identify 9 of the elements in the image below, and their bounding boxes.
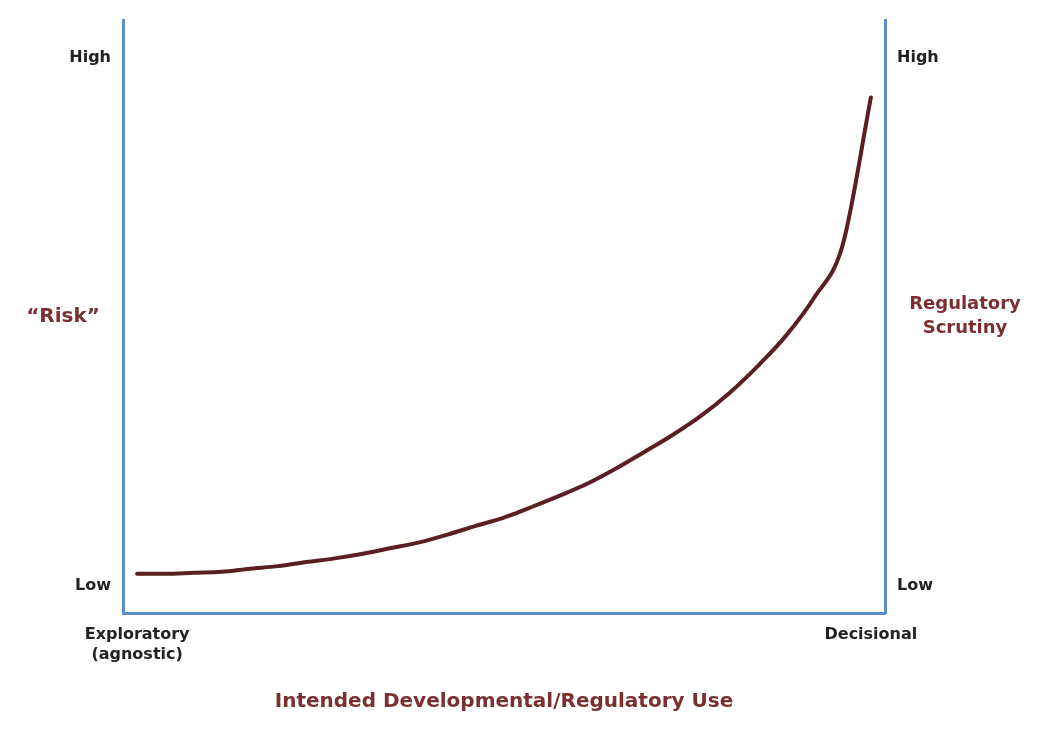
text: Low [75,574,112,594]
text: High [69,47,111,67]
x-tick-label: Exploratory (agnostic) [84,624,191,663]
x-tick-label: Decisional [824,624,918,644]
text: High [897,47,939,67]
text: Low [897,574,934,594]
y2-axis-title: Regulatory Scrutiny [909,292,1022,338]
x-axis-title: Intended Developmental/Regulatory Use [274,688,734,713]
y-axis-title: “Risk” [26,303,100,327]
